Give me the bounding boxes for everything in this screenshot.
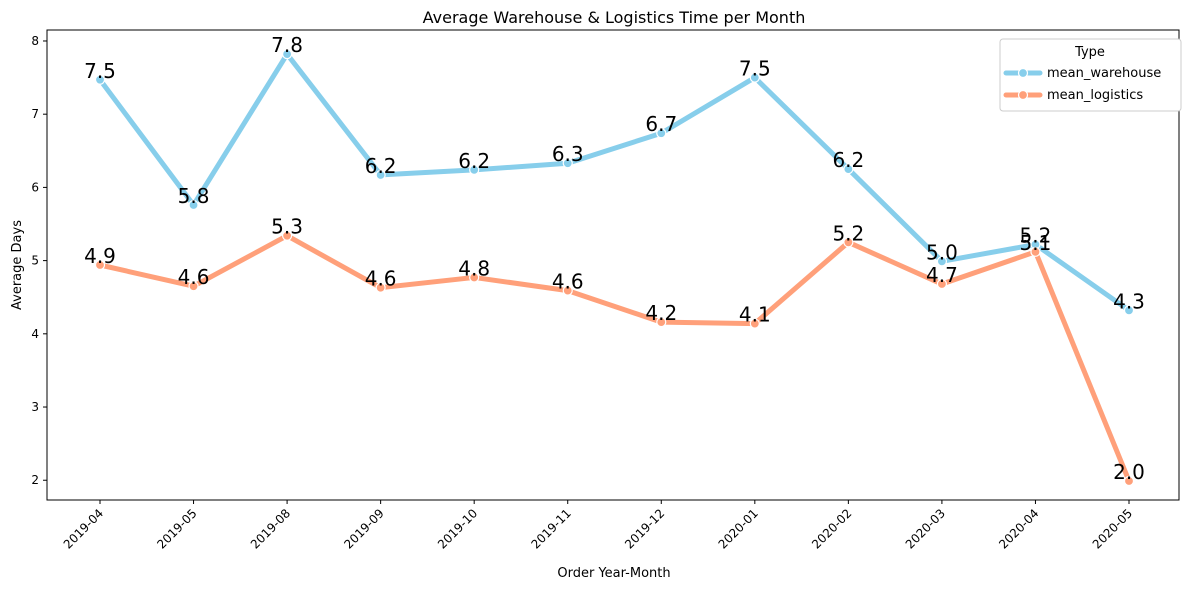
x-tick-label: 2019-12 (622, 506, 667, 551)
data-point-mean_logistics (749, 318, 760, 329)
data-point-mean_warehouse (936, 256, 948, 267)
x-tick-label: 2020-04 (996, 506, 1041, 551)
data-label-mean_logistics: 4.7 (926, 263, 958, 287)
x-tick-label: 2019-11 (528, 506, 573, 551)
data-label-mean_warehouse: 6.3 (552, 142, 584, 166)
y-tick-label: 5 (31, 254, 39, 268)
data-label-mean_warehouse: 6.7 (645, 112, 677, 136)
y-axis-label: Average Days (10, 220, 25, 310)
data-label-mean_logistics: 5.1 (1020, 231, 1052, 255)
data-label-mean_logistics: 2.0 (1113, 460, 1145, 484)
y-tick-label: 3 (31, 400, 39, 414)
x-tick-label: 2019-10 (435, 506, 480, 551)
y-tick-label: 7 (31, 107, 39, 121)
x-tick-label: 2019-04 (61, 506, 106, 551)
data-point-mean_warehouse (281, 49, 293, 60)
data-label-mean_logistics: 4.6 (365, 267, 397, 291)
data-point-mean_logistics (94, 259, 106, 271)
data-label-mean_warehouse: 6.2 (365, 154, 397, 178)
data-label-mean_warehouse: 6.2 (458, 149, 490, 173)
data-point-mean_warehouse (469, 164, 480, 175)
data-label-mean_warehouse: 5.0 (926, 240, 958, 264)
x-axis-label: Order Year-Month (557, 566, 670, 581)
data-label-mean_logistics: 4.2 (645, 301, 677, 325)
legend-marker-mean_logistics (1017, 89, 1029, 101)
y-tick-label: 2 (31, 473, 39, 487)
chart-title: Average Warehouse & Logistics Time per M… (423, 8, 806, 27)
y-tick-label: 6 (31, 180, 39, 194)
x-tick-label: 2020-02 (809, 506, 854, 551)
data-point-mean_warehouse (843, 163, 854, 175)
data-label-mean_warehouse: 7.8 (271, 33, 303, 57)
legend-label-mean_logistics: mean_logistics (1047, 88, 1143, 103)
x-tick-label: 2020-03 (903, 506, 948, 551)
legend-title: Type (1074, 45, 1105, 60)
data-label-mean_logistics: 5.3 (271, 215, 303, 239)
data-point-mean_warehouse (656, 128, 667, 139)
data-point-mean_logistics (1030, 246, 1041, 257)
data-label-mean_warehouse: 4.3 (1113, 289, 1145, 313)
data-point-mean_logistics (469, 272, 480, 283)
data-point-mean_logistics (562, 285, 573, 296)
data-point-mean_logistics (936, 278, 948, 290)
data-label-mean_logistics: 4.8 (458, 256, 490, 280)
data-label-mean_logistics: 4.1 (739, 303, 771, 327)
data-point-mean_warehouse (1123, 305, 1135, 316)
data-label-mean_logistics: 4.9 (84, 244, 116, 268)
data-point-mean_warehouse (94, 74, 106, 85)
legend-marker-mean_warehouse (1017, 67, 1029, 79)
data-label-mean_warehouse: 7.5 (739, 57, 771, 81)
data-label-mean_warehouse: 5.2 (1020, 224, 1052, 248)
data-point-mean_warehouse (562, 158, 573, 169)
legend-box (999, 38, 1182, 112)
data-point-mean_warehouse (375, 169, 386, 181)
series-line-mean_logistics (97, 233, 1132, 484)
plot-frame (46, 29, 1180, 501)
data-point-mean_logistics (1123, 475, 1135, 487)
data-point-mean_logistics (188, 281, 199, 292)
data-point-mean_warehouse (188, 199, 199, 211)
data-point-mean_logistics (375, 282, 386, 293)
x-tick-label: 2020-05 (1090, 506, 1135, 551)
data-label-mean_warehouse: 7.5 (84, 59, 116, 83)
y-tick-label: 4 (31, 327, 39, 341)
x-tick-label: 2020-01 (716, 506, 761, 551)
x-tick-label: 2019-08 (248, 506, 293, 551)
data-point-mean_logistics (656, 317, 667, 328)
data-label-mean_warehouse: 6.2 (832, 148, 864, 172)
plot-area: 2 3 4 5 6 7 8 2019-04 2019-05 2019-08 2019-09 2019-… (31, 33, 1145, 551)
series-line-mean_warehouse (97, 51, 1132, 313)
x-tick-label: 2019-09 (341, 506, 386, 551)
data-label-mean_logistics: 4.6 (552, 270, 584, 294)
data-point-mean_warehouse (749, 72, 760, 83)
data-label-mean_warehouse: 5.8 (178, 184, 210, 208)
legend: Type mean_warehouse mean_logistics (999, 38, 1182, 112)
data-point-mean_logistics (281, 230, 293, 241)
data-label-mean_logistics: 4.6 (178, 265, 210, 289)
y-tick-label: 8 (31, 34, 39, 48)
legend-label-mean_warehouse: mean_warehouse (1047, 66, 1161, 81)
data-point-mean_logistics (843, 237, 854, 248)
data-label-mean_logistics: 5.2 (832, 221, 864, 245)
x-tick-label: 2019-05 (154, 506, 199, 551)
